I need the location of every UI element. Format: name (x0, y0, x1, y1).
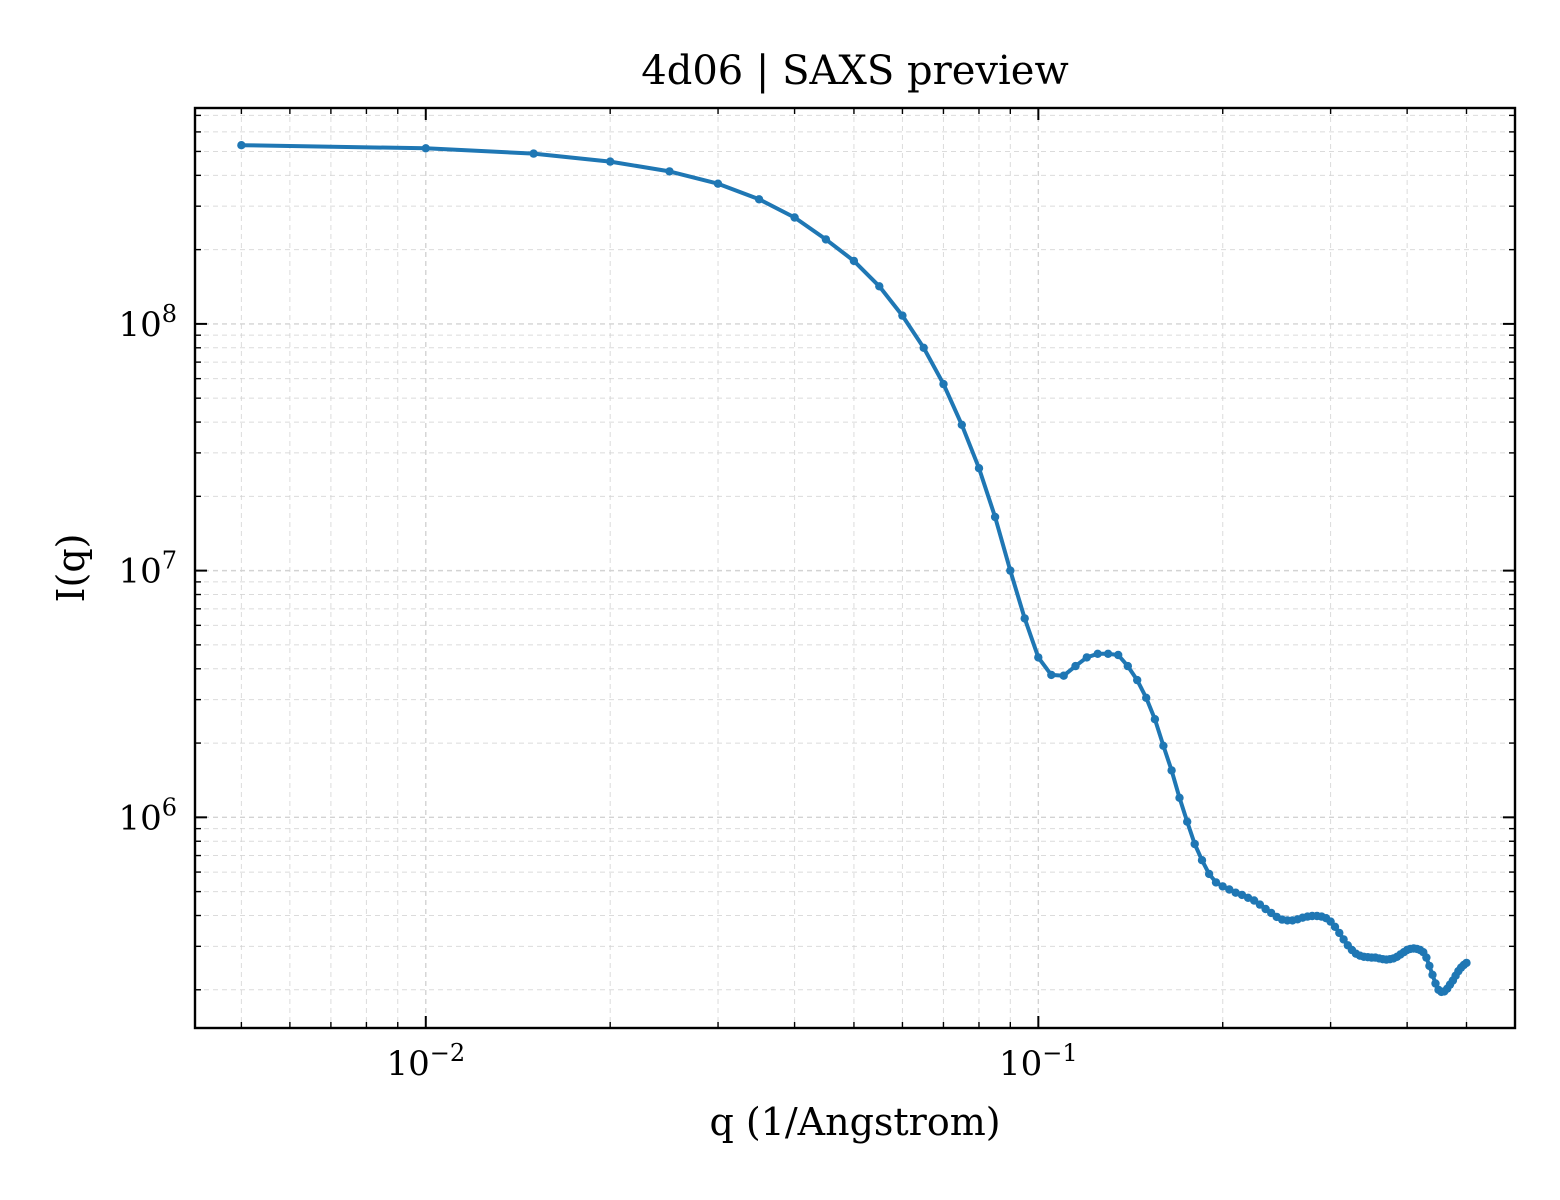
data-point (1339, 935, 1348, 944)
data-point (849, 256, 859, 266)
data-point (1183, 817, 1192, 826)
data-point (1150, 715, 1160, 724)
data-point (1071, 661, 1080, 671)
data-point (1211, 878, 1221, 887)
data-point (1114, 650, 1123, 660)
chart-title: 4d06 | SAXS preview (641, 48, 1068, 94)
data-point (665, 167, 674, 176)
major-grid (195, 108, 1515, 1028)
data-point (1218, 882, 1227, 891)
data-point (1231, 888, 1240, 897)
data-point (1462, 958, 1471, 968)
data-point (1093, 649, 1102, 658)
data-point (1159, 741, 1168, 750)
data-point (529, 149, 538, 158)
data-point (821, 235, 831, 244)
x-axis-label: q (1/Angstrom) (709, 1100, 1000, 1144)
data-point (1255, 900, 1265, 909)
data-point (1335, 928, 1344, 938)
data-point (1330, 922, 1340, 931)
plot-frame (193, 106, 1517, 1030)
data-point (606, 157, 615, 166)
data-point (790, 213, 799, 222)
data-point (1103, 649, 1113, 658)
series-layer (237, 141, 1471, 997)
ticks-layer (195, 108, 1515, 1028)
data-point (957, 420, 966, 429)
y-tick-label: 107 (118, 547, 177, 592)
data-point (1034, 653, 1043, 662)
data-point (1175, 793, 1184, 802)
data-point (919, 343, 928, 352)
data-point (1142, 693, 1151, 702)
data-point (939, 379, 948, 389)
data-point (1006, 566, 1015, 575)
data-point (898, 311, 907, 320)
data-point (875, 282, 884, 291)
data-point (421, 144, 430, 153)
data-point (974, 464, 984, 473)
data-point (1123, 661, 1133, 671)
data-point (1059, 671, 1068, 680)
y-axis-label: I(q) (49, 534, 93, 603)
data-point (1082, 653, 1092, 662)
data-point (1167, 766, 1176, 775)
data-point (1197, 856, 1207, 865)
y-tick-label: 108 (118, 300, 177, 345)
data-point (1133, 675, 1142, 685)
data-point (1425, 961, 1434, 971)
y-tick-label: 106 (118, 793, 177, 838)
data-point (1428, 970, 1437, 979)
data-point (1422, 953, 1431, 962)
data-point (1204, 869, 1214, 879)
data-point (1190, 839, 1199, 849)
x-tick-label: 10−1 (999, 1039, 1078, 1084)
data-point (1431, 979, 1440, 988)
data-point (1047, 670, 1056, 680)
data-point (1225, 885, 1234, 894)
data-point (713, 179, 723, 188)
x-tick-label: 10−2 (386, 1039, 465, 1084)
data-point (754, 195, 764, 204)
data-point (1020, 614, 1029, 623)
data-point (1249, 896, 1259, 905)
tick-labels-layer: 10−2 10−1 106 107 108 (118, 300, 1077, 1084)
data-point (237, 141, 246, 150)
data-point (990, 512, 1000, 522)
